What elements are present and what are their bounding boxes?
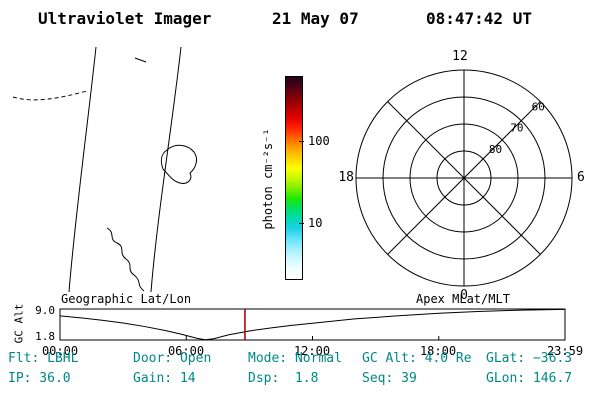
timeline-ytick-bottom: 1.8	[35, 330, 55, 343]
mlt-label-12: 12	[452, 49, 468, 64]
status-mode: Mode: Normal	[248, 351, 342, 366]
polar-lat-label-70: 70	[510, 122, 523, 135]
timeline-xtick-1800: 18:00	[419, 344, 457, 358]
header-time: 08:47:42 UT	[426, 9, 532, 28]
polar-lat-label-80: 80	[489, 143, 502, 156]
colorbar-tickmark-100	[299, 141, 304, 142]
timeline-xtick-1200: 12:00	[293, 344, 331, 358]
timeline-ylabel: GC Alt	[12, 303, 26, 344]
polar-spoke	[387, 101, 541, 255]
coastline-bays	[106, 227, 145, 292]
status-door: Door: Open	[133, 351, 212, 366]
status-gc-alt: GC Alt: 4.0 Re	[362, 351, 472, 366]
status-filter: Flt: LBHL	[8, 351, 79, 366]
gc-alt-timeline	[59, 308, 566, 341]
polar-lat-label-60: 60	[532, 100, 545, 113]
mlt-label-18: 18	[338, 170, 354, 185]
coastline-dashed	[12, 90, 88, 101]
map-caption: Geographic Lat/Lon	[61, 292, 192, 306]
timeline-xtick-0600: 06:00	[167, 344, 205, 358]
coastline-island	[160, 144, 198, 184]
timeline-xtick-0000: 00:00	[41, 344, 79, 358]
geographic-map	[12, 46, 198, 293]
status-glat: GLat: −36.3	[486, 351, 573, 366]
mlt-label-6: 6	[577, 170, 585, 185]
apex-polar-grid: 80 70 60	[355, 69, 573, 287]
coastline-mark	[134, 57, 147, 63]
colorbar-tickmark-10	[299, 223, 304, 224]
status-glon: GLon: 146.7	[486, 371, 573, 386]
status-ip: IP: 36.0	[8, 371, 71, 386]
status-dsp: Dsp: 1.8	[248, 371, 319, 386]
status-seq: Seq: 39	[362, 371, 417, 386]
timeline-ytick-top: 9.0	[35, 304, 55, 317]
status-gain: Gain: 14	[133, 371, 196, 386]
map-grid-meridian-left	[68, 46, 97, 293]
app-title: Ultraviolet Imager	[38, 9, 212, 28]
map-grid-meridian-right	[150, 46, 182, 293]
gc-alt-curve	[59, 308, 565, 341]
header-date: 21 May 07	[272, 9, 359, 28]
colorbar-tick-10: 10	[308, 216, 323, 230]
timeline-xtick-2359: 23:59	[546, 344, 584, 358]
colorbar-tick-100: 100	[308, 134, 330, 148]
colorbar-gradient	[285, 76, 303, 280]
mlt-label-0: 0	[460, 288, 468, 303]
polar-caption: Apex MLat/MLT	[416, 292, 510, 306]
colorbar-unit-label: photon cm⁻²s⁻¹	[261, 128, 275, 230]
timeline-frame	[59, 308, 566, 341]
